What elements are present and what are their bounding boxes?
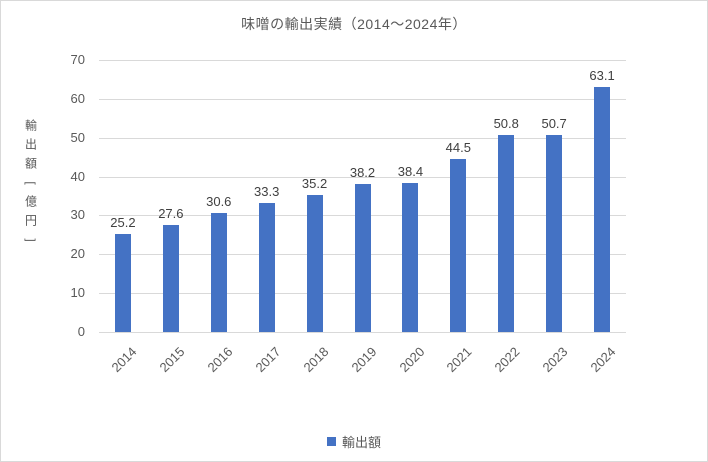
plot-area: 25.2 27.6 30.6 33.3 35.2 38.2 38.4 44.5 50.8 50.7… bbox=[99, 60, 626, 333]
y-tick-label: 50 bbox=[70, 129, 85, 145]
bar-value-label: 38.4 bbox=[397, 163, 424, 179]
x-tick-label: 2021 bbox=[443, 344, 475, 376]
bar-2023 bbox=[546, 135, 563, 332]
bar-2022 bbox=[498, 134, 515, 332]
y-tick-label: 20 bbox=[70, 246, 85, 262]
bar-value-label: 33.3 bbox=[254, 183, 280, 199]
x-tick-label: 2020 bbox=[395, 344, 428, 376]
x-tick-label: 2019 bbox=[348, 344, 380, 376]
bar-value-label: 50.7 bbox=[541, 116, 567, 131]
x-tick-label: 2022 bbox=[491, 344, 523, 376]
bar-2019 bbox=[354, 183, 371, 332]
bar-2017 bbox=[258, 202, 275, 332]
x-tick-label: 2015 bbox=[156, 344, 188, 376]
bar-value-label: 35.2 bbox=[301, 176, 328, 192]
bar-2016 bbox=[210, 213, 227, 332]
legend-label: 輸出額 bbox=[341, 435, 381, 450]
x-tick-label: 2016 bbox=[204, 344, 236, 376]
bar-2024 bbox=[594, 86, 611, 332]
gridline bbox=[99, 60, 626, 61]
bar-2014 bbox=[114, 234, 131, 332]
y-tick-label: 0 bbox=[77, 324, 85, 339]
bar-value-label: 38.2 bbox=[349, 164, 376, 180]
gridline bbox=[99, 137, 626, 139]
bar-value-label: 30.6 bbox=[206, 194, 232, 210]
bar-value-label: 50.8 bbox=[493, 115, 519, 131]
x-tick-label: 2024 bbox=[587, 344, 619, 376]
bar-value-label: 27.6 bbox=[158, 205, 184, 221]
chart-title: 味噌の輸出実績（2014～2024年） bbox=[241, 16, 467, 32]
x-tick-label: 2017 bbox=[252, 344, 284, 376]
x-tick-label: 2018 bbox=[300, 344, 332, 376]
y-axis-title: 輸出額[億円] bbox=[24, 118, 39, 242]
bar-2015 bbox=[162, 224, 179, 332]
y-tick-label: 60 bbox=[70, 90, 85, 106]
y-tick-label: 10 bbox=[70, 285, 85, 301]
bar-2020 bbox=[402, 182, 419, 332]
gridline bbox=[99, 176, 626, 178]
y-tick-label: 70 bbox=[70, 52, 85, 67]
bar-value-label: 25.2 bbox=[110, 215, 136, 231]
bar-2018 bbox=[306, 195, 323, 332]
y-tick-label: 40 bbox=[70, 168, 85, 184]
y-tick-label: 30 bbox=[70, 207, 85, 223]
gridline bbox=[99, 332, 626, 333]
legend-swatch bbox=[326, 437, 336, 446]
legend: 輸出額 bbox=[1, 432, 707, 451]
bar-value-label: 63.1 bbox=[589, 67, 615, 83]
x-tick-label: 2014 bbox=[108, 344, 140, 376]
gridline bbox=[99, 98, 626, 100]
x-tick-label: 2023 bbox=[539, 344, 571, 376]
bar-2021 bbox=[450, 159, 467, 332]
bar-value-label: 44.5 bbox=[445, 140, 471, 156]
